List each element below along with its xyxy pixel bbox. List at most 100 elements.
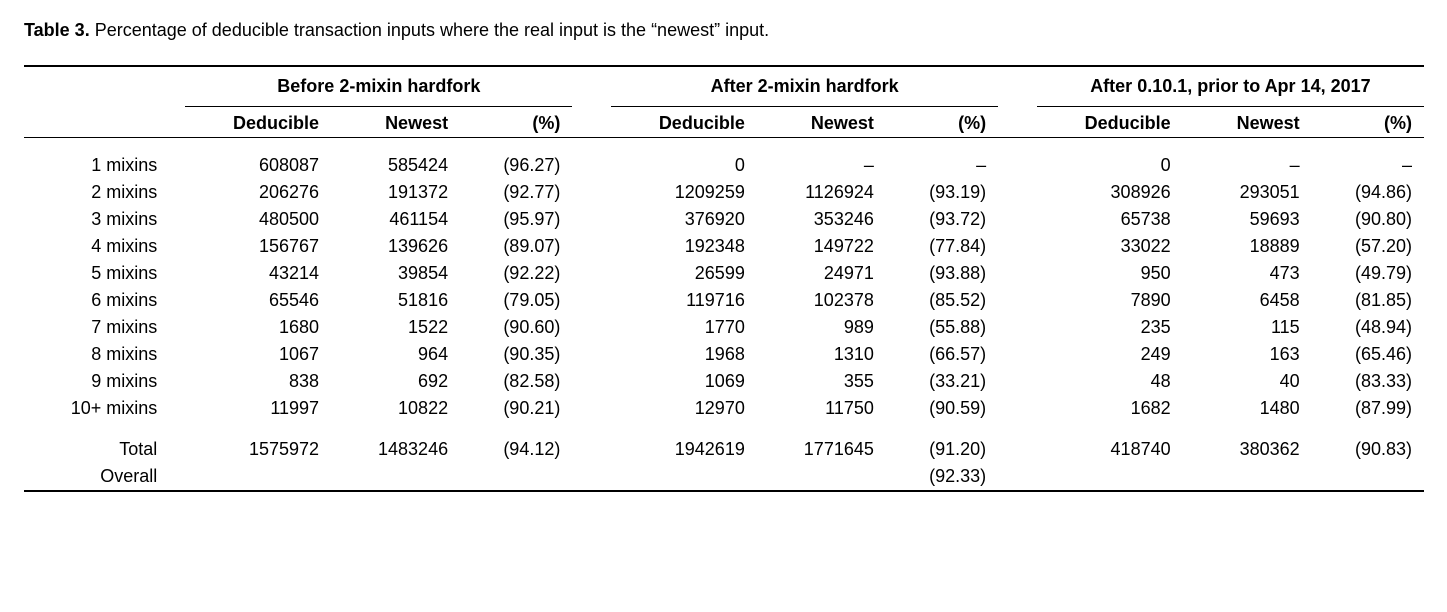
total-g1-new: 1771645 <box>751 436 880 463</box>
cell-pct: (83.33) <box>1306 368 1424 395</box>
cell-ded: 65738 <box>1037 206 1177 233</box>
row-label: 8 mixins <box>24 341 185 368</box>
overall-label: Overall <box>24 463 185 491</box>
cell-ded: 376920 <box>611 206 751 233</box>
total-g1-ded: 1942619 <box>611 436 751 463</box>
cell-pct: (90.59) <box>880 395 998 422</box>
cell-ded: 1682 <box>1037 395 1177 422</box>
cell-ded: 7890 <box>1037 287 1177 314</box>
table-row: 1 mixins608087585424(96.27)0––0–– <box>24 152 1424 179</box>
overall-row: Overall (92.33) <box>24 463 1424 491</box>
cell-ded: 1968 <box>611 341 751 368</box>
total-g2-new: 380362 <box>1177 436 1306 463</box>
table-number: Table 3. <box>24 20 90 40</box>
table-row: 4 mixins156767139626(89.07)192348149722(… <box>24 233 1424 260</box>
row-label: 10+ mixins <box>24 395 185 422</box>
table-row: 7 mixins16801522(90.60)1770989(55.88)235… <box>24 314 1424 341</box>
cell-new: 353246 <box>751 206 880 233</box>
cell-new: 40 <box>1177 368 1306 395</box>
total-g0-new: 1483246 <box>325 436 454 463</box>
cell-pct: (77.84) <box>880 233 998 260</box>
table-row: 8 mixins1067964(90.35)19681310(66.57)249… <box>24 341 1424 368</box>
cell-pct: (33.21) <box>880 368 998 395</box>
cell-pct: (92.77) <box>454 179 572 206</box>
total-g2-ded: 418740 <box>1037 436 1177 463</box>
data-table: Before 2-mixin hardfork After 2-mixin ha… <box>24 65 1424 492</box>
cell-new: 964 <box>325 341 454 368</box>
subhead-new-2: Newest <box>1177 106 1306 137</box>
total-row: Total 1575972 1483246 (94.12) 1942619 17… <box>24 436 1424 463</box>
subhead-pct-2: (%) <box>1306 106 1424 137</box>
group-header-2: After 0.10.1, prior to Apr 14, 2017 <box>1037 73 1424 100</box>
table-row: 2 mixins206276191372(92.77) 1209259112692… <box>24 179 1424 206</box>
cell-new: 692 <box>325 368 454 395</box>
cell-new: – <box>751 152 880 179</box>
table-row: 9 mixins838692(82.58)1069355(33.21)4840(… <box>24 368 1424 395</box>
cell-new: 10822 <box>325 395 454 422</box>
cell-pct: (81.85) <box>1306 287 1424 314</box>
cell-ded: 950 <box>1037 260 1177 287</box>
cell-new: 139626 <box>325 233 454 260</box>
cell-new: 163 <box>1177 341 1306 368</box>
row-label: 6 mixins <box>24 287 185 314</box>
cell-new: 115 <box>1177 314 1306 341</box>
cell-new: 59693 <box>1177 206 1306 233</box>
cell-new: 585424 <box>325 152 454 179</box>
cell-pct: (93.19) <box>880 179 998 206</box>
cell-pct: (90.60) <box>454 314 572 341</box>
subhead-ded-2: Deducible <box>1037 106 1177 137</box>
subhead-new-0: Newest <box>325 106 454 137</box>
cell-pct: (93.72) <box>880 206 998 233</box>
cell-new: 1480 <box>1177 395 1306 422</box>
cell-pct: (55.88) <box>880 314 998 341</box>
cell-pct: (96.27) <box>454 152 572 179</box>
cell-ded: 11997 <box>185 395 325 422</box>
cell-new: 18889 <box>1177 233 1306 260</box>
total-g2-pct: (90.83) <box>1306 436 1424 463</box>
cell-ded: 0 <box>611 152 751 179</box>
cell-pct: (90.21) <box>454 395 572 422</box>
cell-pct: (57.20) <box>1306 233 1424 260</box>
cell-ded: 156767 <box>185 233 325 260</box>
cell-new: 1126924 <box>751 179 880 206</box>
cell-ded: 308926 <box>1037 179 1177 206</box>
cell-new: 149722 <box>751 233 880 260</box>
row-label: 5 mixins <box>24 260 185 287</box>
cell-ded: 12970 <box>611 395 751 422</box>
cell-ded: 33022 <box>1037 233 1177 260</box>
cell-new: 51816 <box>325 287 454 314</box>
total-g1-pct: (91.20) <box>880 436 998 463</box>
cell-new: 102378 <box>751 287 880 314</box>
cell-pct: (93.88) <box>880 260 998 287</box>
subhead-pct-0: (%) <box>454 106 572 137</box>
table-row: 3 mixins480500461154(95.97)376920353246(… <box>24 206 1424 233</box>
cell-ded: 1209259 <box>611 179 751 206</box>
subhead-ded-0: Deducible <box>185 106 325 137</box>
cell-pct: (90.80) <box>1306 206 1424 233</box>
cell-new: 191372 <box>325 179 454 206</box>
table-row: 10+ mixins1199710822(90.21) 1297011750(90… <box>24 395 1424 422</box>
row-label: 9 mixins <box>24 368 185 395</box>
row-label: 7 mixins <box>24 314 185 341</box>
cell-new: 6458 <box>1177 287 1306 314</box>
cell-new: 1522 <box>325 314 454 341</box>
cell-pct: – <box>880 152 998 179</box>
cell-ded: 65546 <box>185 287 325 314</box>
cell-new: 1310 <box>751 341 880 368</box>
subhead-new-1: Newest <box>751 106 880 137</box>
cell-pct: (89.07) <box>454 233 572 260</box>
cell-ded: 206276 <box>185 179 325 206</box>
cell-ded: 48 <box>1037 368 1177 395</box>
cell-new: 11750 <box>751 395 880 422</box>
total-label: Total <box>24 436 185 463</box>
cell-ded: 1680 <box>185 314 325 341</box>
cell-new: – <box>1177 152 1306 179</box>
table-row: 6 mixins6554651816(79.05)119716102378(85… <box>24 287 1424 314</box>
cell-pct: (65.46) <box>1306 341 1424 368</box>
cell-pct: (95.97) <box>454 206 572 233</box>
table-caption: Table 3. Percentage of deducible transac… <box>24 20 1423 41</box>
subhead-pct-1: (%) <box>880 106 998 137</box>
cell-new: 293051 <box>1177 179 1306 206</box>
row-label: 2 mixins <box>24 179 185 206</box>
cell-ded: 1770 <box>611 314 751 341</box>
